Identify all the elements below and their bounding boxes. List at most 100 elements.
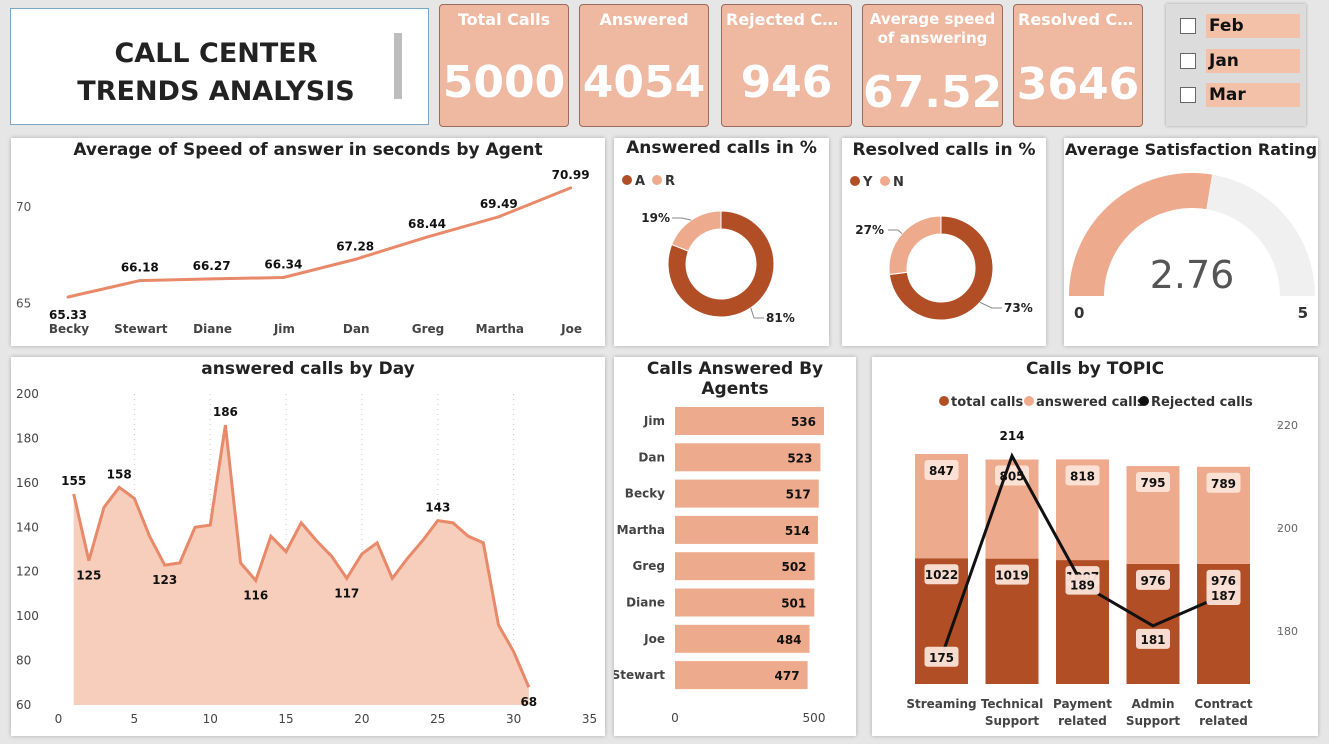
y-tick-label: 200	[16, 387, 39, 401]
data-label: 66.18	[121, 261, 159, 275]
calls-by-day-area-chart: 0 5 10 15 20 25 30 35 60 80 100 120 140 160 180 200 155 1…	[16, 387, 597, 726]
x-tick-label: Joe	[560, 322, 582, 336]
legend-label: total calls	[951, 395, 1024, 410]
label-box	[924, 646, 959, 667]
satisfaction-panel: Average Satisfaction Rating 2.76 0 5	[1064, 138, 1318, 346]
kpi-value: 5000	[442, 57, 566, 108]
legend-marker	[622, 175, 632, 185]
bar	[675, 552, 815, 581]
legend-label: N	[893, 175, 904, 190]
data-label: 501	[781, 597, 806, 611]
dashboard-title-box: CALL CENTER TRENDS ANALYSIS	[10, 8, 429, 125]
calls-by-topic-combo-chart: total calls answered calls Rejected calls 1…	[906, 395, 1298, 728]
kpi-avg-speed[interactable]: Average speed of answering 67.52	[862, 4, 1003, 127]
x-tick-label: 15	[278, 712, 293, 726]
data-label: 477	[775, 669, 800, 683]
category-label: Technical	[981, 697, 1043, 711]
checkbox[interactable]	[1180, 18, 1196, 34]
x-tick-label: 25	[430, 712, 445, 726]
data-point	[425, 235, 429, 239]
category-label: Stewart	[614, 668, 665, 682]
gauge-value: 2.76	[1150, 253, 1235, 297]
resolved-pct-panel: Resolved calls in % Y N 73% 27%	[842, 138, 1046, 346]
legend-label: answered calls	[1036, 395, 1145, 410]
calls-by-topic-panel: Calls by TOPIC total calls answered calls…	[872, 357, 1318, 736]
bar	[675, 515, 818, 544]
data-label: 158	[107, 467, 132, 481]
slicer-label: Feb	[1206, 14, 1300, 38]
x-tick-label: 5	[131, 712, 139, 726]
label-box	[1065, 574, 1100, 595]
chart-title: Calls Answered By Agents	[646, 359, 824, 399]
category-label: related	[1199, 714, 1248, 728]
chart-title: Calls by TOPIC	[1025, 359, 1165, 379]
data-label: 514	[785, 524, 810, 538]
chart-title: Average of Speed of answer in seconds by…	[73, 140, 543, 160]
label-box	[924, 460, 959, 480]
chart-title: answered calls by Day	[201, 359, 415, 379]
bar	[675, 661, 808, 690]
x-tick-label: Stewart	[114, 322, 168, 336]
data-label-rejected: 181	[1140, 633, 1165, 647]
y2-tick-label: 180	[1277, 625, 1298, 638]
category-label: Jim	[643, 414, 665, 428]
data-point	[138, 279, 142, 283]
checkbox[interactable]	[1180, 53, 1196, 69]
x-tick-label: Dan	[343, 322, 370, 336]
category-label: Becky	[625, 487, 665, 501]
data-label: 517	[786, 488, 811, 502]
y-tick-label: 120	[16, 565, 39, 579]
checkbox[interactable]	[1180, 87, 1196, 103]
leader-line	[979, 301, 1002, 309]
kpi-label: Resolved Cal...	[1018, 10, 1142, 29]
kpi-value: 3646	[1016, 59, 1140, 110]
data-label: 484	[776, 633, 801, 647]
pie-slice	[888, 215, 994, 321]
resolved-donut-chart: Y N 73% 27%	[850, 175, 1033, 321]
data-label-rejected: 187	[1211, 589, 1236, 603]
x-tick-label: 35	[582, 712, 597, 726]
y-tick-label: 160	[16, 476, 39, 490]
legend-label: R	[665, 174, 675, 189]
y2-tick-label: 220	[1277, 419, 1298, 432]
category-label: Greg	[633, 559, 666, 573]
data-point	[281, 276, 285, 280]
y-tick-label: 140	[16, 520, 39, 534]
legend-label: Rejected calls	[1151, 395, 1253, 410]
slicer-label: Jan	[1206, 49, 1300, 73]
y-tick-label: 65	[16, 296, 31, 310]
data-label: 70.99	[552, 168, 590, 182]
data-label-answered: 795	[1140, 476, 1165, 490]
data-label: 67.28	[336, 239, 374, 253]
category-label: Support	[1126, 714, 1181, 728]
kpi-value: 67.52	[863, 67, 1003, 118]
pie-slice	[667, 210, 775, 318]
data-label: 116	[243, 589, 268, 603]
slicer-item-jan[interactable]: Jan	[1180, 49, 1300, 73]
kpi-total-calls[interactable]: Total Calls 5000	[439, 4, 569, 127]
data-label: 68	[520, 695, 537, 709]
slice-label: 73%	[1004, 301, 1033, 315]
x-tick-label: 10	[203, 712, 218, 726]
kpi-answered[interactable]: Answered 4054	[579, 4, 709, 127]
bar	[675, 624, 810, 653]
speed-by-agent-panel: Average of Speed of answer in seconds by…	[11, 138, 605, 346]
data-label: 117	[334, 586, 359, 600]
slice-label: 81%	[766, 311, 795, 325]
slicer-item-mar[interactable]: Mar	[1180, 83, 1300, 107]
slicer-label: Mar	[1206, 83, 1300, 107]
label-box	[1136, 569, 1170, 590]
x-tick-label: 30	[506, 712, 521, 726]
kpi-rejected[interactable]: Rejected Calls 946	[721, 4, 852, 127]
data-label: 186	[213, 405, 238, 419]
data-label: 125	[76, 569, 101, 583]
kpi-label: Average speed of answering	[869, 10, 996, 47]
dashboard-title: CALL CENTER TRENDS ANALYSIS	[77, 38, 355, 107]
slicer-item-feb[interactable]: Feb	[1180, 14, 1300, 38]
slice-label: 19%	[641, 211, 670, 225]
label-box	[1065, 465, 1100, 486]
data-label: 155	[61, 474, 86, 488]
legend-marker	[880, 176, 890, 186]
data-point	[66, 295, 70, 299]
kpi-resolved[interactable]: Resolved Cal... 3646	[1013, 4, 1143, 127]
